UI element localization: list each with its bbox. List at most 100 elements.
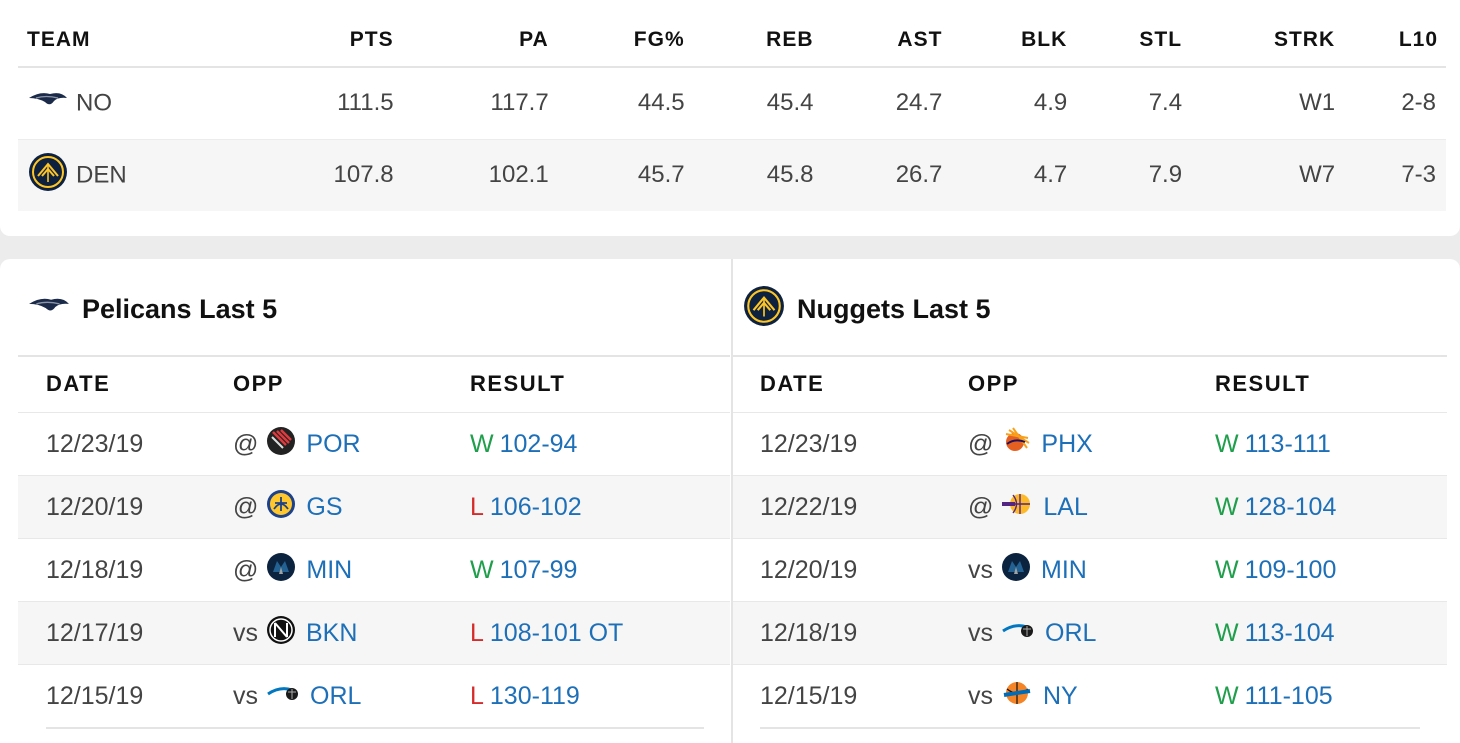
opponent-link[interactable]: GS	[306, 492, 343, 521]
opponent-cell[interactable]: vs MIN	[968, 539, 1087, 601]
win-indicator: W	[470, 555, 494, 584]
panel-title-text: Pelicans Last 5	[82, 293, 278, 324]
result-cell[interactable]: L 106-102	[470, 476, 582, 538]
opponent-link[interactable]: NY	[1043, 681, 1078, 710]
panel-title: Pelicans Last 5	[28, 289, 277, 329]
col-header-fg[interactable]: FG%	[548, 14, 685, 68]
stat-l10: 7-3	[1335, 138, 1446, 211]
result-score-link[interactable]: 107-99	[499, 555, 578, 584]
nuggets-last5-panel: Nuggets Last 5 DATE OPP RESULT 12/23/19 …	[733, 259, 1447, 743]
nuggets-logo-icon	[743, 285, 785, 334]
stat-ast: 24.7	[895, 89, 943, 117]
result-score-link[interactable]: 109-100	[1244, 555, 1337, 584]
opponent-cell[interactable]: @ MIN	[233, 539, 352, 601]
win-indicator: W	[1215, 555, 1239, 584]
team-cell[interactable]: NO	[18, 67, 167, 139]
game-row: 12/18/19 vs ORL W 113-104	[733, 601, 1447, 664]
result-cell[interactable]: W 113-111	[1215, 413, 1331, 475]
pelicans-logo-icon	[28, 294, 70, 325]
col-header-l10[interactable]: L10	[1335, 14, 1446, 68]
team-stats-table: TEAM PTS PA FG% REB AST BLK STL STRK L10…	[18, 14, 1446, 211]
opponent-link[interactable]: MIN	[306, 555, 353, 584]
stat-strk: W1	[1299, 89, 1336, 117]
game-row: 12/20/19 vs MIN W 109-100	[733, 538, 1447, 601]
col-header-pa[interactable]: PA	[393, 14, 549, 68]
stat-fg: 44.5	[637, 89, 685, 117]
game-date: 12/23/19	[760, 429, 858, 458]
stats-header-row: TEAM PTS PA FG% REB AST BLK STL STRK L10	[18, 14, 1446, 68]
col-header-reb[interactable]: REB	[684, 14, 814, 68]
result-score-link[interactable]: 106-102	[489, 492, 582, 521]
opponent-link[interactable]: PHX	[1041, 429, 1093, 458]
result-cell[interactable]: W 111-105	[1215, 665, 1333, 727]
result-score-link[interactable]: 111-105	[1244, 681, 1333, 710]
col-header-date: DATE	[760, 371, 825, 396]
stat-ast: 26.7	[813, 138, 943, 211]
result-cell[interactable]: L 108-101 OT	[470, 602, 623, 664]
game-date: 12/23/19	[46, 429, 144, 458]
timberwolves-logo-icon	[1001, 552, 1031, 589]
col-header-strk[interactable]: STRK	[1182, 14, 1336, 68]
win-indicator: W	[1215, 492, 1239, 521]
stat-stl: 7.9	[1067, 138, 1183, 211]
opponent-cell[interactable]: @ GS	[233, 476, 343, 538]
opponent-cell[interactable]: vs ORL	[968, 602, 1096, 664]
result-score-link[interactable]: 128-104	[1244, 492, 1337, 521]
game-location: vs	[233, 618, 258, 647]
opponent-cell[interactable]: vs BKN	[233, 602, 357, 664]
game-row: 12/22/19 @ LAL W 128-104	[733, 475, 1447, 538]
suns-logo-icon	[1001, 426, 1031, 463]
opponent-link[interactable]: ORL	[1045, 618, 1097, 647]
loss-indicator: L	[470, 618, 484, 647]
result-cell[interactable]: W 113-104	[1215, 602, 1335, 664]
col-header-ast[interactable]: AST	[813, 14, 943, 68]
opponent-cell[interactable]: @ POR	[233, 413, 361, 475]
opponent-cell[interactable]: vs NY	[968, 665, 1078, 727]
divider-line	[760, 727, 1420, 729]
opponent-link[interactable]: LAL	[1043, 492, 1088, 521]
game-row: 12/15/19 vs ORL L 130-119	[18, 664, 730, 727]
result-score-link[interactable]: 108-101 OT	[489, 618, 624, 647]
team-stats-card: TEAM PTS PA FG% REB AST BLK STL STRK L10…	[0, 0, 1460, 236]
game-location: @	[968, 429, 994, 458]
game-location: @	[233, 429, 259, 458]
opponent-cell[interactable]: @ LAL	[968, 476, 1088, 538]
stat-pa: 117.7	[490, 89, 549, 117]
game-list: 12/23/19 @ POR W 102-94 12/20/19 @	[18, 412, 730, 727]
panel-divider	[731, 259, 733, 743]
result-score-link[interactable]: 130-119	[489, 681, 580, 710]
game-date: 12/18/19	[46, 555, 144, 584]
result-cell[interactable]: W 109-100	[1215, 539, 1336, 601]
opponent-link[interactable]: BKN	[306, 618, 358, 647]
game-date: 12/15/19	[760, 681, 858, 710]
team-cell[interactable]: DEN	[18, 138, 168, 211]
opponent-cell[interactable]: vs ORL	[233, 665, 361, 727]
opponent-cell[interactable]: @ PHX	[968, 413, 1093, 475]
result-cell[interactable]: L 130-119	[470, 665, 580, 727]
result-score-link[interactable]: 113-111	[1244, 429, 1331, 458]
col-header-team[interactable]: TEAM	[18, 14, 168, 68]
result-score-link[interactable]: 102-94	[499, 429, 578, 458]
result-cell[interactable]: W 107-99	[470, 539, 577, 601]
opponent-link[interactable]: MIN	[1041, 555, 1087, 584]
game-row: 12/23/19 @ PHX W 113-111	[733, 412, 1447, 475]
col-header-blk[interactable]: BLK	[942, 14, 1068, 68]
result-cell[interactable]: W 102-94	[470, 413, 577, 475]
win-indicator: W	[1215, 681, 1239, 710]
col-header-pts[interactable]: PTS	[167, 14, 394, 68]
divider-line	[733, 355, 1447, 357]
game-row: 12/17/19 vs BKN L 108-101 OT	[18, 601, 730, 664]
game-list: 12/23/19 @ PHX W 113-111 12/22/19 @	[733, 412, 1447, 727]
opponent-link[interactable]: ORL	[310, 681, 362, 710]
stat-pa: 102.1	[393, 138, 549, 211]
result-cell[interactable]: W 128-104	[1215, 476, 1336, 538]
opponent-link[interactable]: POR	[306, 429, 361, 458]
game-row: 12/23/19 @ POR W 102-94	[18, 412, 730, 475]
game-date: 12/15/19	[46, 681, 144, 710]
game-location: @	[233, 555, 259, 584]
loss-indicator: L	[470, 681, 484, 710]
result-score-link[interactable]: 113-104	[1244, 618, 1335, 647]
col-header-stl[interactable]: STL	[1067, 14, 1183, 68]
game-location: @	[233, 492, 259, 521]
blazers-logo-icon	[266, 426, 296, 463]
